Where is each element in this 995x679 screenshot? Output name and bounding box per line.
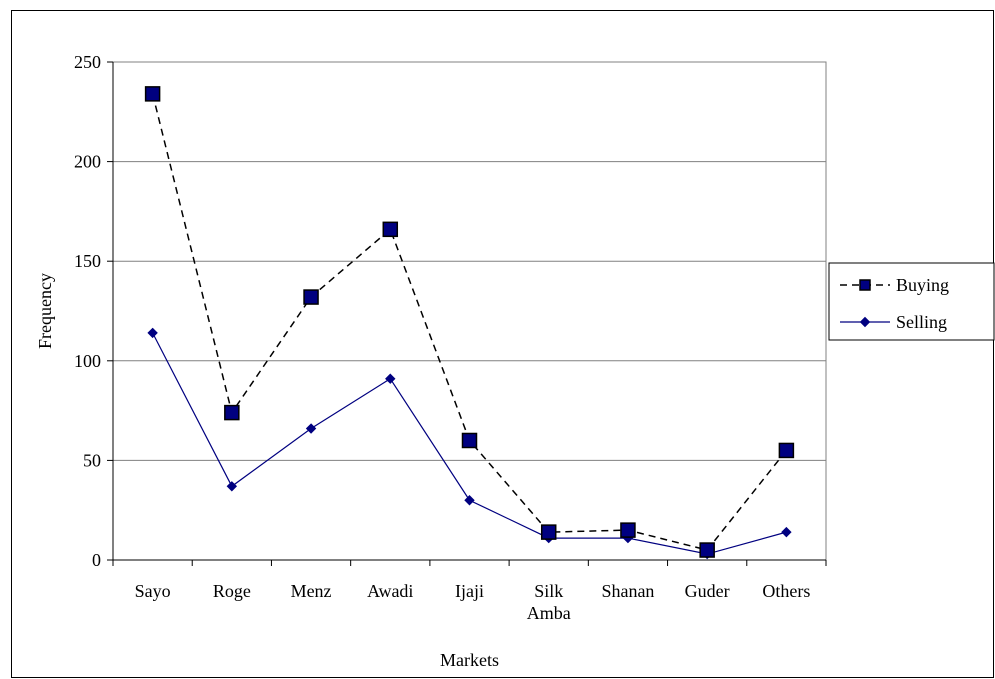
selling-point	[464, 495, 475, 506]
buying-point	[778, 442, 795, 459]
legend-item-selling: Selling	[840, 312, 947, 332]
selling-point	[385, 373, 396, 384]
plot-area	[112, 61, 827, 561]
x-tick-label: Menz	[291, 581, 332, 601]
chart-frame	[11, 10, 994, 678]
axes: 0 50 100 150 200 250 Sayo Roge Menz Awadi Ijaji Sil…	[74, 52, 827, 623]
x-axis-label: Markets	[440, 650, 499, 670]
x-tick-label: Ijaji	[455, 581, 484, 601]
x-tick-label: Roge	[213, 581, 251, 601]
legend-item-buying: Buying	[840, 275, 949, 295]
buying-point	[540, 524, 557, 540]
y-tick-label: 200	[74, 152, 101, 172]
legend: Buying Selling	[828, 262, 995, 341]
x-tick-label: Silk Amba	[527, 581, 571, 623]
buying-series	[144, 86, 795, 558]
y-tick-label: 150	[74, 251, 101, 271]
y-axis-label: Frequency	[35, 273, 55, 349]
x-tick-label: Guder	[685, 581, 730, 601]
selling-point	[305, 423, 317, 434]
buying-point	[382, 221, 399, 238]
buying-point	[620, 522, 636, 538]
buying-point	[461, 432, 478, 449]
selling-point	[147, 327, 158, 339]
series	[144, 86, 795, 560]
x-tick-label: Sayo	[135, 581, 171, 601]
x-tick-label: Others	[762, 581, 810, 601]
legend-box	[828, 262, 995, 341]
selling-point	[781, 526, 792, 538]
y-tick-label: 100	[74, 351, 101, 371]
legend-label-selling: Selling	[896, 312, 947, 332]
buying-line	[151, 93, 787, 551]
y-tick-label: 50	[83, 450, 101, 470]
y-tick-label: 250	[74, 52, 101, 72]
buying-point	[699, 542, 715, 558]
legend-label-buying: Buying	[896, 275, 949, 295]
legend-marker-buying	[859, 279, 871, 291]
buying-point	[303, 289, 319, 305]
x-tick-label: Awadi	[367, 581, 413, 601]
x-tick-label: Shanan	[601, 581, 654, 601]
gridlines	[113, 61, 826, 461]
buying-point	[144, 86, 161, 102]
selling-point	[226, 481, 238, 492]
buying-point	[224, 404, 240, 421]
legend-marker-selling	[859, 316, 871, 328]
y-tick-label: 0	[92, 550, 101, 570]
